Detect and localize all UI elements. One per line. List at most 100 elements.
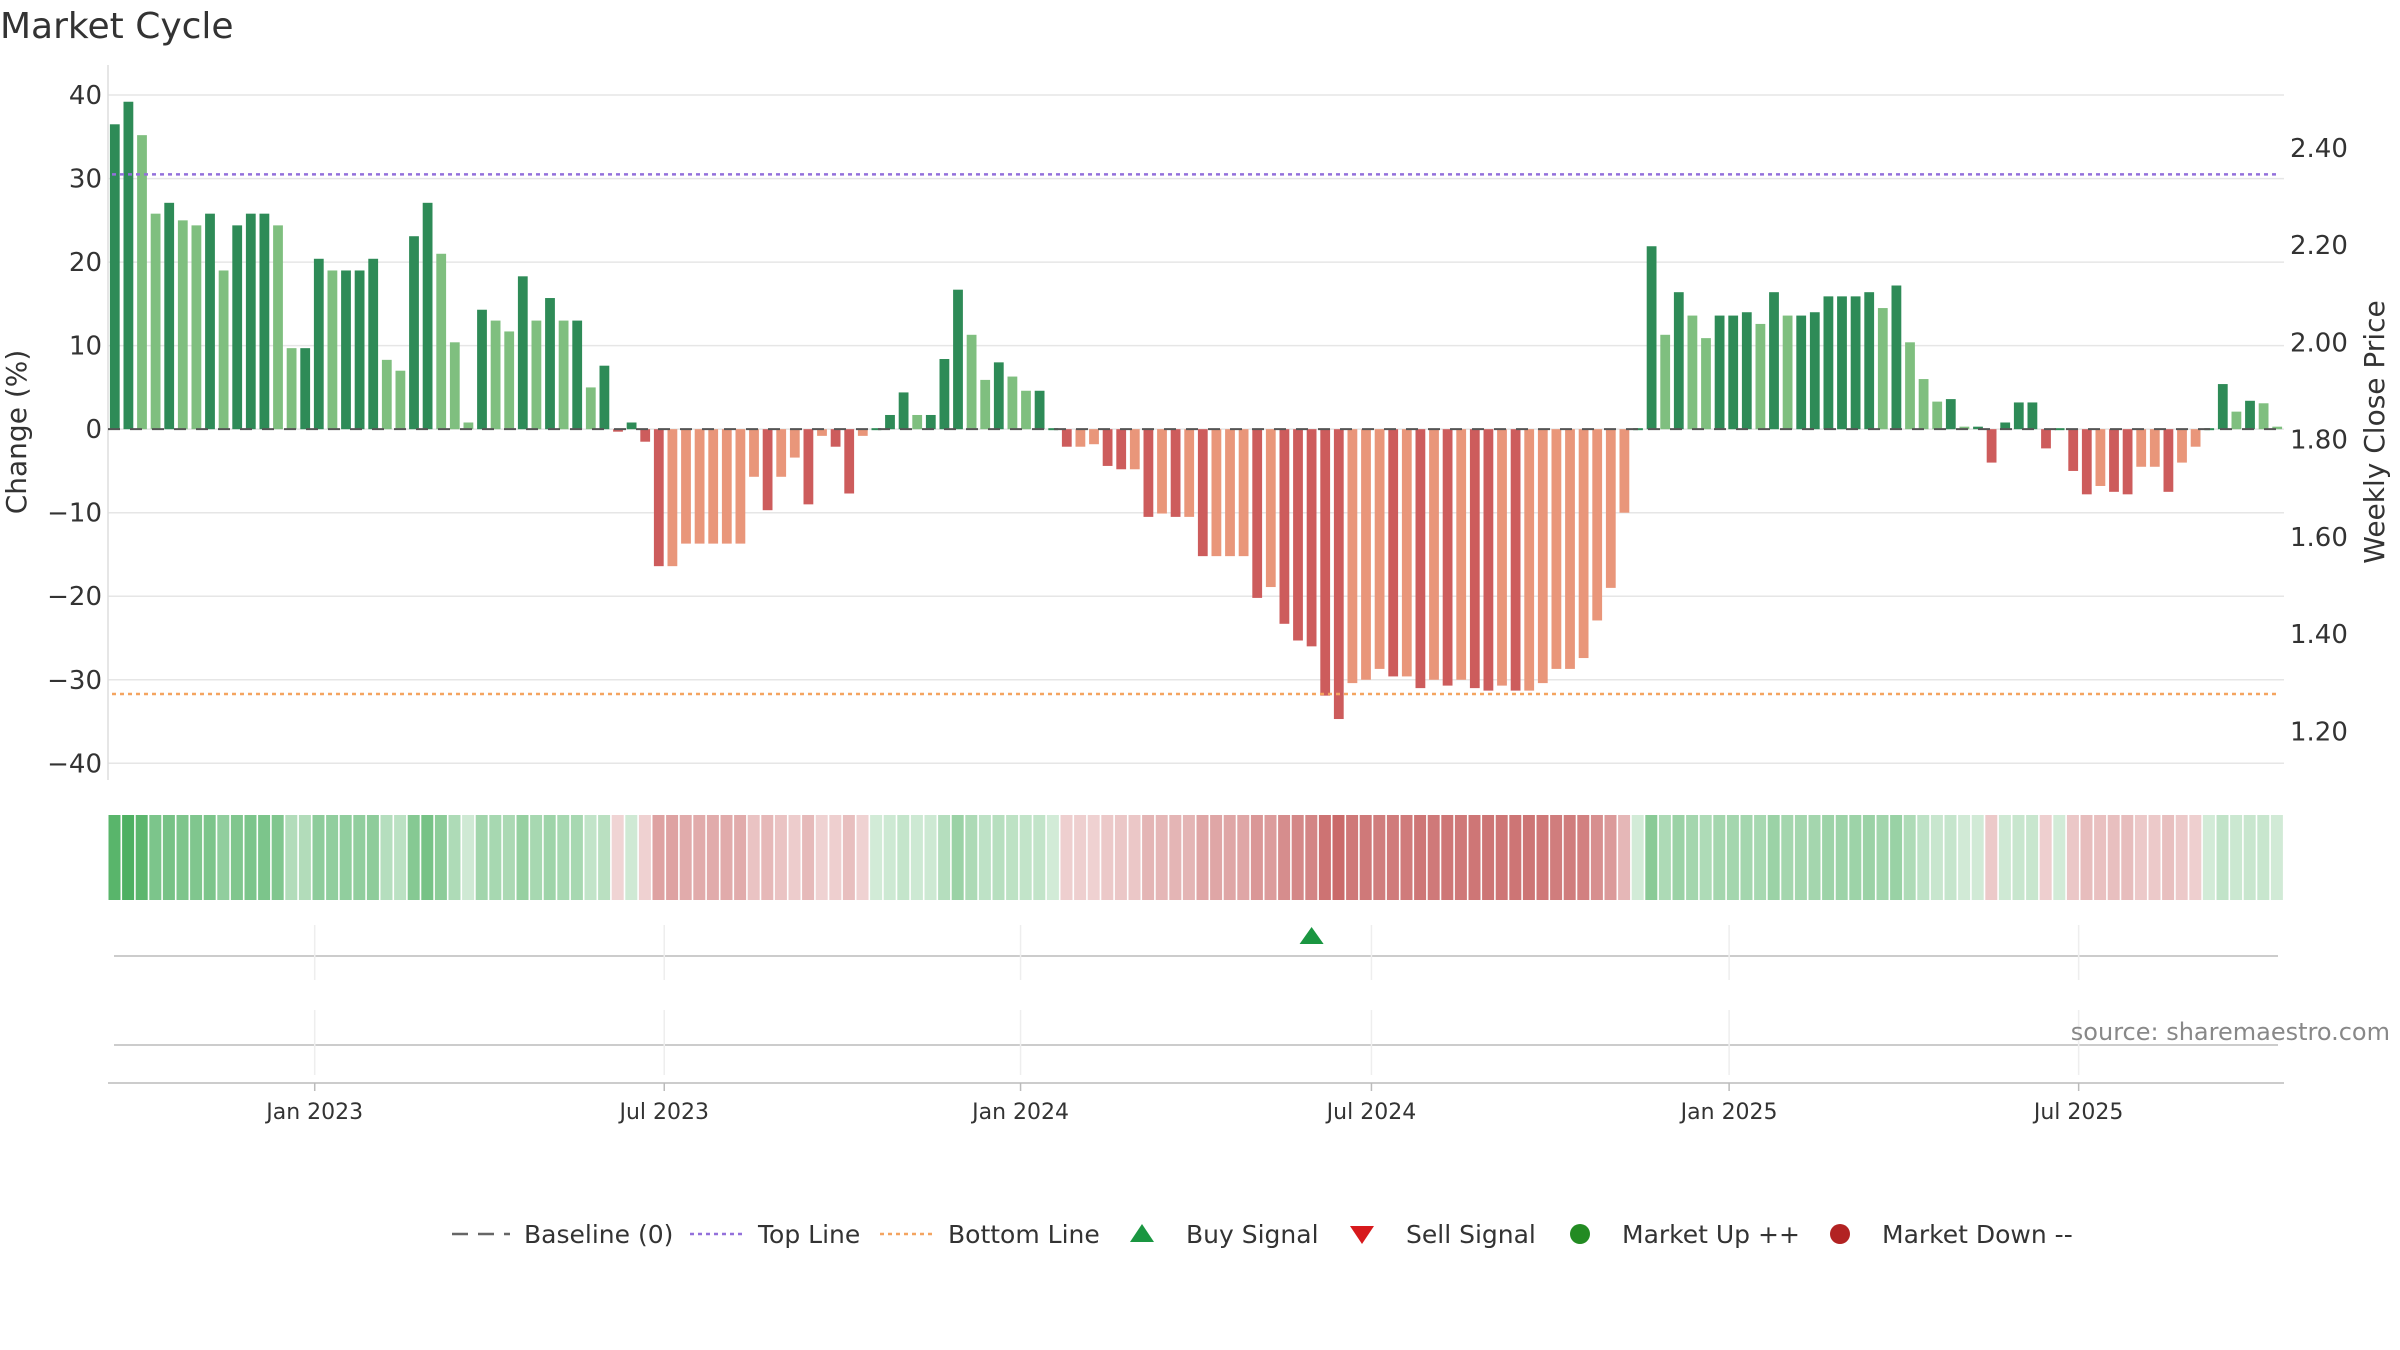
heat-strip-cell bbox=[380, 815, 393, 900]
change-bar bbox=[1796, 315, 1807, 430]
heat-strip-cell bbox=[1441, 815, 1454, 900]
heat-strip-cell bbox=[353, 815, 366, 900]
heat-strip-cell bbox=[1604, 815, 1617, 900]
change-bar bbox=[993, 362, 1004, 430]
x-axis: Jan 2023 Jul 2023 Jan 2024 Jul 2024 Jan 2025… bbox=[108, 1082, 2284, 1125]
heat-strip-cell bbox=[1386, 815, 1399, 900]
change-bar bbox=[2245, 400, 2255, 430]
change-bar bbox=[2013, 402, 2024, 430]
heat-strip-cell bbox=[1808, 815, 1821, 900]
heat-strip-cell bbox=[394, 815, 407, 900]
heat-strip-cell bbox=[258, 815, 271, 900]
heat-strip-cell bbox=[312, 815, 325, 900]
change-bars bbox=[109, 101, 2283, 720]
heat-strip-cell bbox=[1645, 815, 1658, 900]
change-bar bbox=[626, 422, 637, 430]
change-bar bbox=[531, 320, 542, 430]
heat-strip-cell bbox=[611, 815, 624, 900]
heat-strip-cell bbox=[421, 815, 434, 900]
heat-strip-cell bbox=[1182, 815, 1195, 900]
change-bar bbox=[395, 370, 406, 430]
legend-sell-signal[interactable]: Sell Signal bbox=[1350, 1220, 1536, 1249]
heat-strip-cell bbox=[1414, 815, 1427, 900]
heat-strip-cell bbox=[1536, 815, 1549, 900]
change-bar bbox=[558, 320, 569, 430]
heat-strip-cell bbox=[1142, 815, 1155, 900]
heat-strip-cell bbox=[1781, 815, 1794, 900]
change-bar bbox=[572, 320, 583, 430]
legend-buy-signal[interactable]: Buy Signal bbox=[1130, 1220, 1319, 1249]
change-bar bbox=[1225, 429, 1235, 557]
change-bar bbox=[1932, 401, 1943, 430]
change-bar bbox=[2149, 429, 2160, 467]
change-bar bbox=[817, 429, 827, 436]
heat-strip-cell bbox=[774, 815, 787, 900]
change-bar bbox=[449, 342, 460, 430]
change-bar bbox=[1837, 296, 1847, 430]
legend-top-line[interactable]: Top Line bbox=[690, 1220, 860, 1249]
change-bar bbox=[1497, 429, 1507, 686]
change-bar bbox=[232, 225, 243, 430]
heat-strip-cell bbox=[1087, 815, 1100, 900]
heat-strip-cell bbox=[1278, 815, 1291, 900]
y-tick-label: 0 bbox=[85, 415, 102, 445]
change-bar bbox=[545, 298, 555, 430]
legend-market-down[interactable]: Market Down -- bbox=[1830, 1220, 2073, 1249]
legend: Baseline (0) Top Line Bottom Line Buy Signa… bbox=[452, 1220, 2073, 1249]
legend-label: Market Up ++ bbox=[1622, 1220, 1800, 1249]
change-bar bbox=[2054, 428, 2065, 431]
change-bar bbox=[1660, 334, 1671, 430]
legend-market-up[interactable]: Market Up ++ bbox=[1570, 1220, 1800, 1249]
change-bar bbox=[653, 429, 664, 567]
heat-strip-cell bbox=[1373, 815, 1386, 900]
heat-strip-cell bbox=[734, 815, 747, 900]
legend-baseline[interactable]: Baseline (0) bbox=[452, 1220, 673, 1249]
heat-strip-cell bbox=[162, 815, 175, 900]
change-bar bbox=[2081, 429, 2092, 495]
heat-strip-cell bbox=[802, 815, 815, 900]
y-tick-label: 30 bbox=[69, 165, 102, 195]
change-bar bbox=[1769, 292, 1779, 430]
heat-strip-cell bbox=[2202, 815, 2215, 900]
heat-strip-cell bbox=[951, 815, 964, 900]
heat-strip-cell bbox=[1169, 815, 1182, 900]
change-bar bbox=[1809, 312, 1820, 430]
heat-strip-cell bbox=[652, 815, 665, 900]
heat-strip-cell bbox=[1454, 815, 1467, 900]
heat-strip-cell bbox=[1359, 815, 1372, 900]
heat-strip-cell bbox=[339, 815, 352, 900]
change-bar bbox=[1252, 429, 1263, 598]
heat-strip-cell bbox=[2243, 815, 2256, 900]
heat-strip-cell bbox=[1264, 815, 1277, 900]
change-bar bbox=[327, 270, 338, 430]
heat-strip-cell bbox=[1332, 815, 1345, 900]
change-bar bbox=[2190, 429, 2201, 447]
change-bar bbox=[953, 289, 963, 430]
heat-strip-cell bbox=[502, 815, 515, 900]
change-bar bbox=[177, 220, 188, 430]
change-bar bbox=[1034, 390, 1045, 430]
heat-strip-cell bbox=[2107, 815, 2120, 900]
change-bar bbox=[1905, 342, 1915, 430]
y-axis-left: 40 30 20 10 0 −10 −20 −30 −40 bbox=[47, 81, 102, 779]
heat-strip-cell bbox=[407, 815, 420, 900]
change-bar bbox=[2068, 429, 2079, 471]
change-bar bbox=[1415, 429, 1426, 689]
heat-strip-cell bbox=[706, 815, 719, 900]
change-bar bbox=[1891, 285, 1902, 430]
heat-strip-cell bbox=[475, 815, 488, 900]
heat-strip-cell bbox=[1210, 815, 1223, 900]
heat-strip-cell bbox=[584, 815, 597, 900]
legend-label: Buy Signal bbox=[1186, 1220, 1319, 1249]
y2-tick-label: 2.20 bbox=[2290, 231, 2348, 261]
heat-strip-cell bbox=[2080, 815, 2093, 900]
change-bar bbox=[1265, 429, 1276, 588]
heat-strip-cell bbox=[434, 815, 447, 900]
heat-strip-cell bbox=[1019, 815, 1032, 900]
change-bar bbox=[259, 213, 270, 430]
change-bar bbox=[1361, 429, 1371, 680]
legend-bottom-line[interactable]: Bottom Line bbox=[880, 1220, 1100, 1249]
heat-strip-cell bbox=[1318, 815, 1331, 900]
heat-strip-cell bbox=[815, 815, 828, 900]
